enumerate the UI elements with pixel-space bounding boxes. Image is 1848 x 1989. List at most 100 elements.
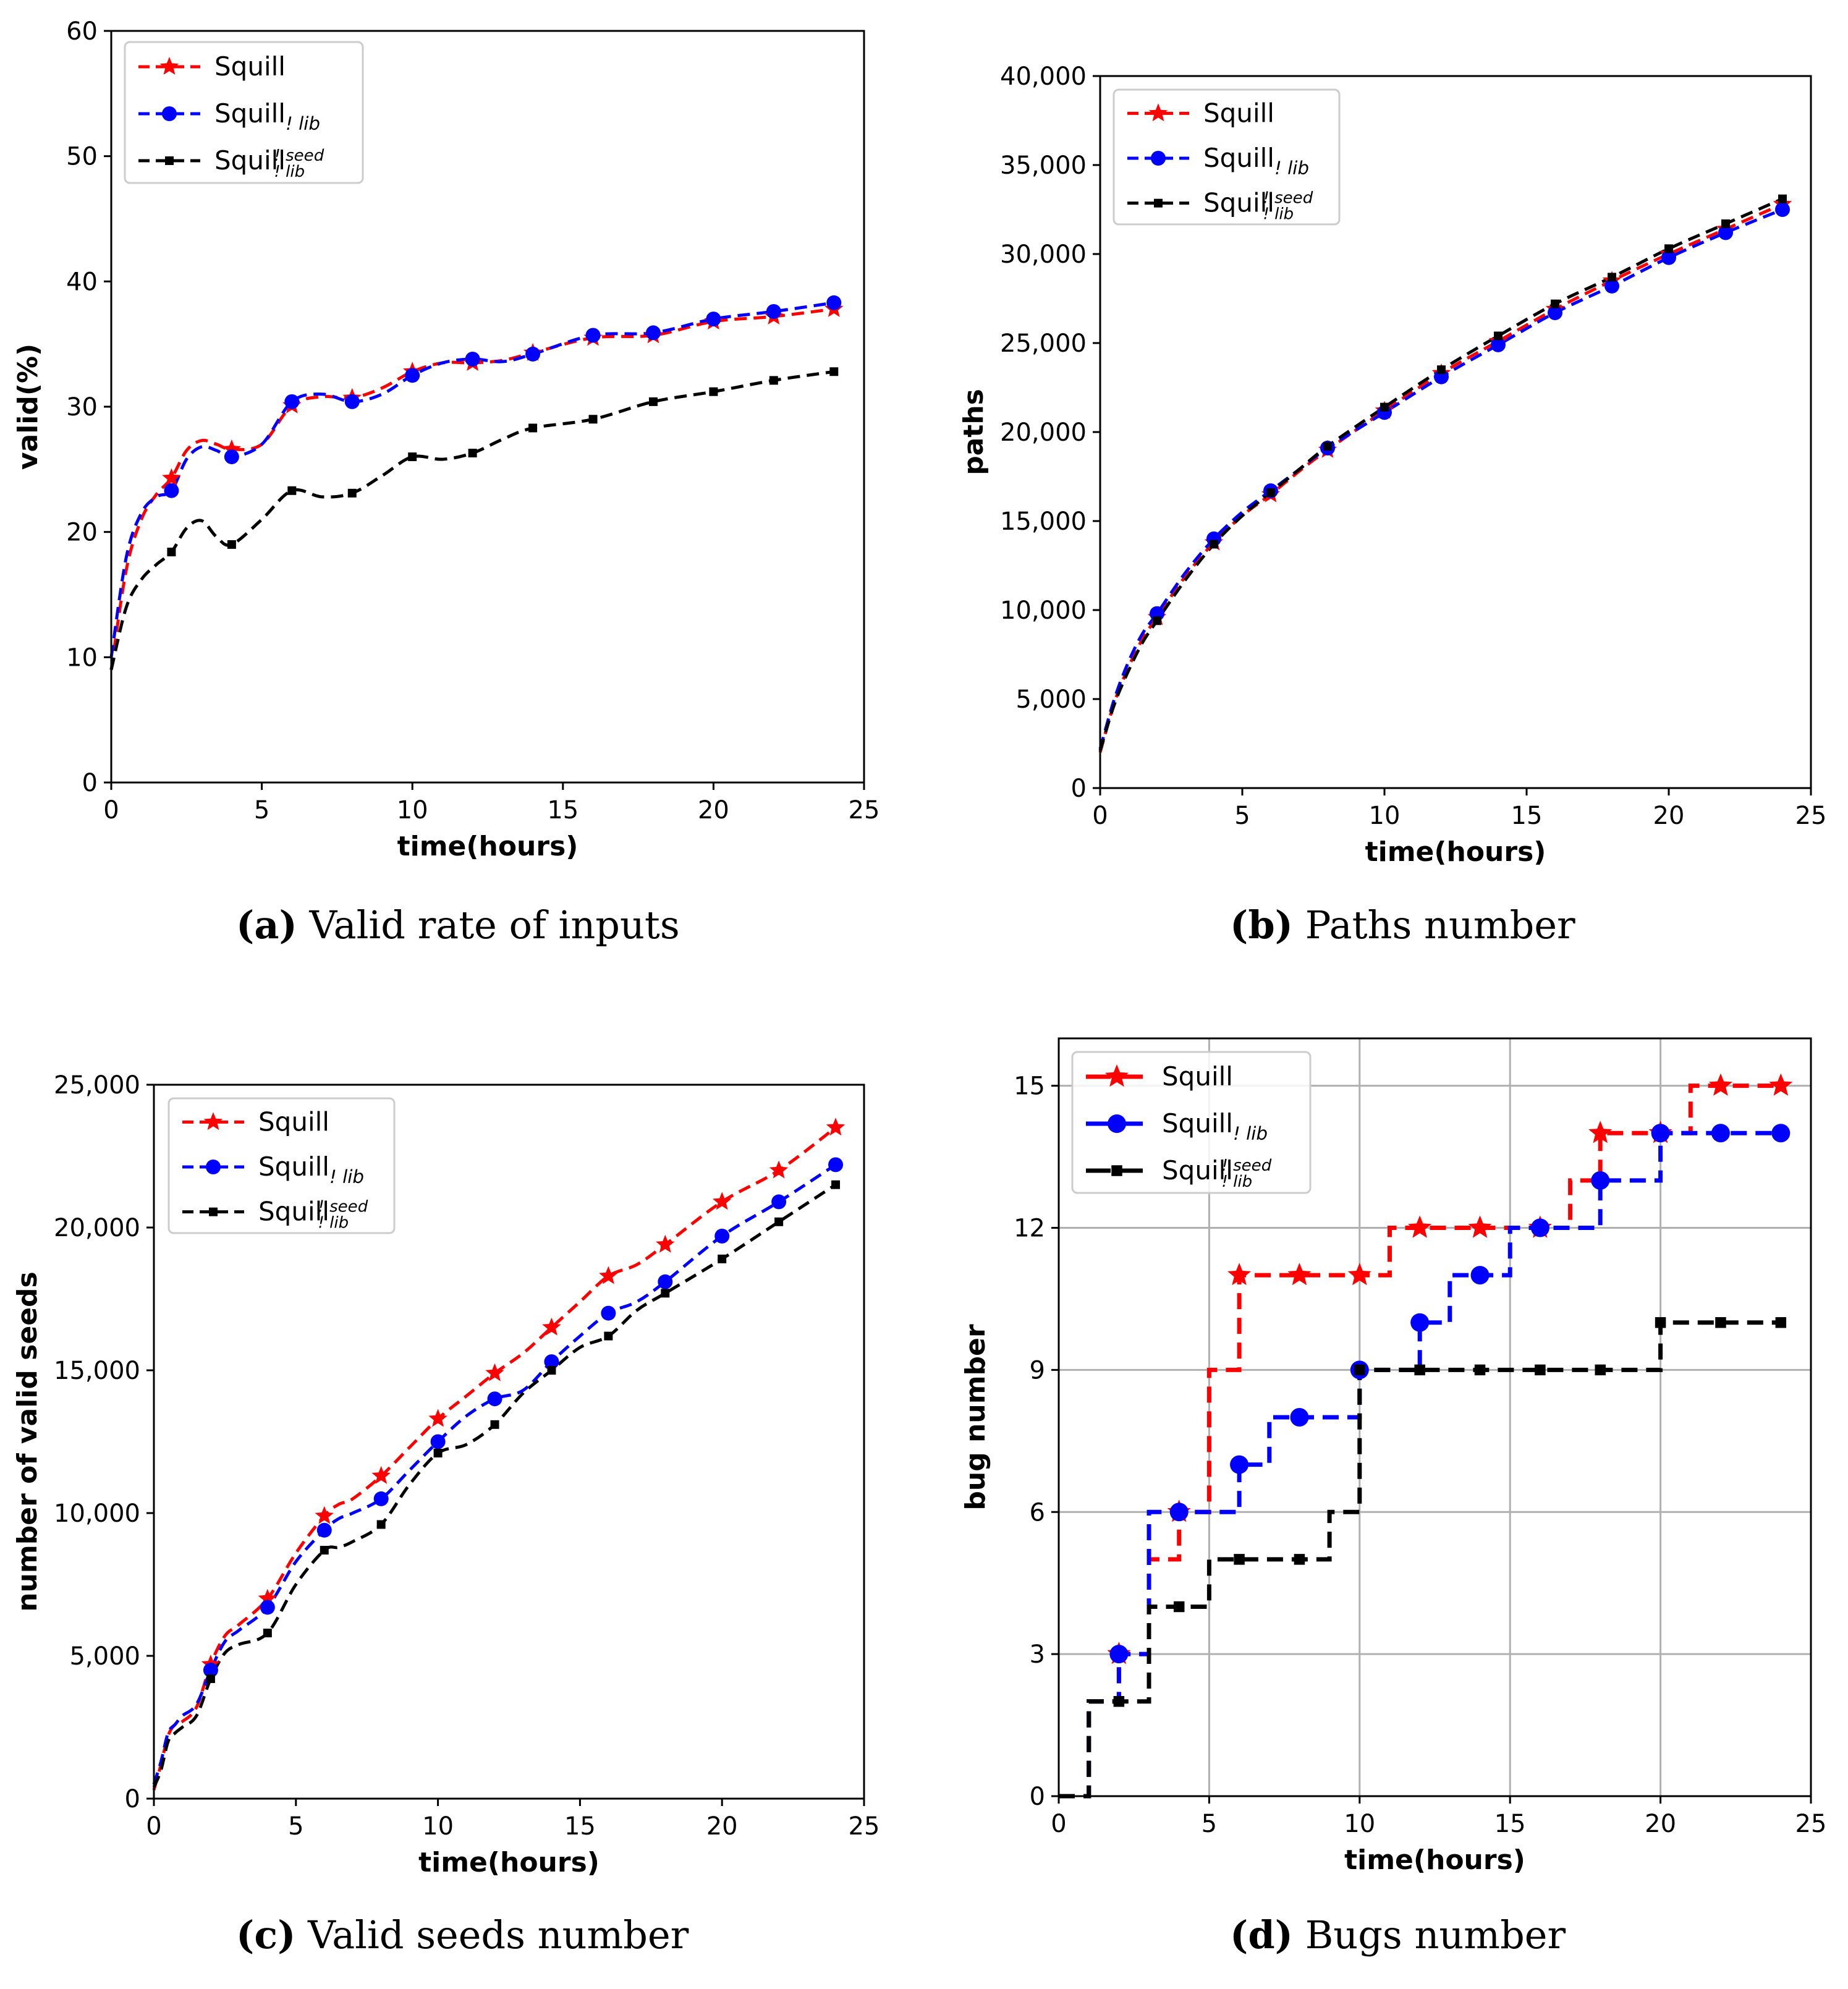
marker-noseed-4: [1173, 1601, 1185, 1613]
marker-noseed-14: [528, 423, 538, 433]
marker-nolib-8: [344, 394, 360, 409]
marker-nolib-18: [1591, 1171, 1610, 1190]
marker-noseed-8: [376, 1520, 386, 1529]
legend-marker-squill: [203, 1112, 223, 1130]
marker-noseed-16: [604, 1331, 613, 1341]
marker-nolib-14: [544, 1354, 559, 1370]
marker-nolib-24: [1775, 202, 1790, 217]
y-tick-label-5: 25,000: [1000, 329, 1087, 358]
x-tick-label-5: 25: [849, 1812, 880, 1841]
caption-d-text: Bugs number: [1293, 1912, 1566, 1957]
marker-nolib-6: [284, 394, 300, 409]
y-tick-label-5: 25,000: [54, 1071, 140, 1100]
x-tick-label-0: 0: [1092, 802, 1108, 830]
legend-label-noseed: Squill: [214, 145, 286, 176]
legend-marker-squill: [159, 57, 179, 75]
marker-noseed-18: [661, 1289, 670, 1298]
y-tick-label-5: 50: [66, 143, 98, 171]
x-tick-label-4: 20: [1653, 802, 1685, 830]
marker-squill-20: [713, 1192, 732, 1210]
legend-label-squill: Squill: [1162, 1061, 1233, 1092]
marker-nolib-20: [714, 1228, 730, 1244]
marker-nolib-14: [525, 346, 541, 362]
x-tick-label-1: 5: [254, 796, 269, 825]
x-tick-label-3: 15: [1511, 802, 1543, 830]
marker-noseed-10: [1354, 1364, 1365, 1376]
marker-nolib-18: [1604, 278, 1619, 294]
y-tick-label-4: 12: [1014, 1215, 1045, 1243]
marker-squill-14: [1468, 1215, 1492, 1238]
y-tick-label-1: 3: [1030, 1640, 1045, 1669]
series-line-noseed: [109, 370, 834, 671]
y-tick-label-1: 5,000: [69, 1642, 140, 1671]
marker-noseed-24: [831, 1180, 841, 1189]
marker-nolib-16: [585, 328, 601, 343]
legend-label-noseed: Squill: [1162, 1155, 1233, 1185]
marker-noseed-12: [490, 1420, 499, 1429]
marker-noseed-4: [227, 540, 236, 549]
marker-nolib-16: [601, 1305, 616, 1321]
series-line-squill: [1098, 203, 1784, 753]
marker-nolib-6: [1230, 1455, 1249, 1474]
marker-noseed-8: [347, 488, 357, 498]
plot-frame: [1058, 1037, 1812, 1797]
legend-sub-noseed: ! lib: [274, 163, 305, 181]
plot-frame: [153, 1084, 865, 1800]
marker-nolib-18: [658, 1274, 673, 1289]
x-tick-label-2: 10: [1344, 1810, 1375, 1838]
marker-noseed-12: [1437, 365, 1446, 375]
x-tick-label-0: 0: [1051, 1810, 1066, 1838]
marker-noseed-14: [1494, 331, 1503, 341]
y-tick-label-2: 6: [1030, 1498, 1045, 1527]
marker-noseed-14: [547, 1366, 556, 1375]
x-tick-label-5: 25: [1795, 1810, 1827, 1838]
series-line-nolib: [1098, 208, 1783, 750]
marker-squill-14: [542, 1317, 561, 1336]
legend-sub-noseed: ! lib: [1263, 205, 1294, 224]
series-line-noseed: [152, 1183, 837, 1788]
marker-noseed-8: [1323, 442, 1332, 451]
marker-noseed-6: [1266, 488, 1275, 497]
marker-squill-4: [258, 1588, 278, 1607]
x-tick-label-2: 10: [1369, 802, 1401, 830]
legend-marker-noseed: [165, 156, 174, 165]
marker-nolib-22: [1718, 225, 1733, 240]
marker-noseed-2: [206, 1674, 215, 1683]
marker-squill-8: [1287, 1263, 1312, 1286]
caption-a: (a) Valid rate of inputs: [236, 902, 680, 948]
marker-nolib-4: [1169, 1503, 1189, 1522]
marker-noseed-20: [709, 387, 718, 396]
series-line-noseed: [1059, 1320, 1781, 1799]
marker-nolib-20: [1651, 1124, 1670, 1143]
y-tick-label-2: 10,000: [1000, 596, 1087, 625]
caption-c-text: Valid seeds number: [295, 1912, 689, 1957]
marker-squill-10: [428, 1409, 447, 1427]
marker-noseed-2: [1113, 1696, 1125, 1707]
marker-squill-2: [162, 468, 181, 486]
marker-nolib-20: [1661, 250, 1676, 265]
marker-squill-4: [222, 439, 242, 457]
x-tick-label-3: 15: [564, 1812, 596, 1841]
marker-squill-12: [1408, 1215, 1432, 1238]
x-tick-label-4: 20: [1645, 1810, 1676, 1838]
y-tick-label-1: 10: [66, 643, 98, 672]
marker-nolib-6: [316, 1522, 332, 1538]
y-tick-label-6: 60: [66, 17, 98, 46]
marker-nolib-22: [766, 303, 781, 319]
marker-squill-22: [1708, 1073, 1732, 1096]
legend-sup-noseed: ! seed: [1221, 1156, 1271, 1175]
legend-box: [1071, 1051, 1312, 1194]
x-tick-label-1: 5: [1234, 802, 1250, 830]
y-tick-label-1: 5,000: [1015, 685, 1087, 714]
marker-nolib-16: [1530, 1218, 1549, 1237]
y-tick-label-3: 15,000: [1000, 507, 1087, 536]
caption-d: (d) Bugs number: [1230, 1912, 1566, 1957]
x-tick-label-1: 5: [288, 1812, 303, 1841]
marker-noseed-14: [1474, 1364, 1486, 1376]
marker-nolib-18: [645, 325, 661, 341]
x-tick-label-2: 10: [397, 796, 428, 825]
marker-noseed-18: [648, 397, 658, 406]
y-tick-label-3: 30: [66, 393, 98, 422]
